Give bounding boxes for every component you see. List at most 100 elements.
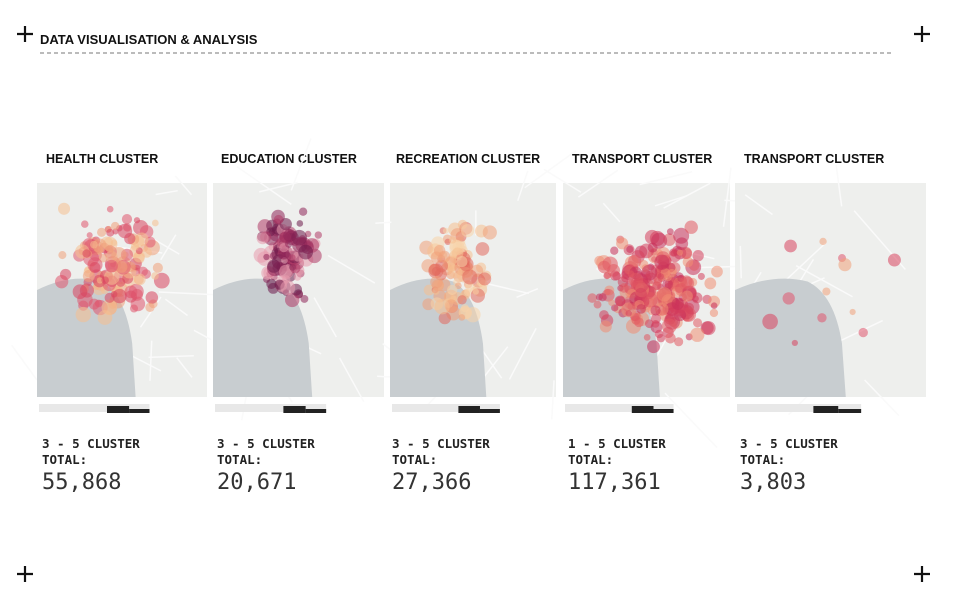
density-dot — [129, 304, 139, 313]
map-road — [739, 245, 742, 279]
density-dot — [665, 332, 676, 344]
panel-title: TRANSPORT CLUSTER — [572, 152, 712, 166]
cluster-range: 3 - 5 CLUSTER — [42, 436, 140, 451]
total-label: TOTAL: — [42, 452, 87, 467]
map-road — [577, 169, 619, 198]
density-dot — [263, 253, 270, 261]
bay — [213, 278, 313, 397]
density-dot — [625, 310, 632, 317]
map-road — [158, 291, 214, 296]
density-dot — [599, 320, 612, 333]
density-dot — [598, 293, 607, 302]
density-dot — [285, 292, 300, 308]
density-dot — [462, 269, 478, 285]
density-dot — [643, 334, 651, 341]
density-dot — [681, 290, 693, 302]
density-dot — [662, 279, 673, 290]
map-road — [744, 194, 773, 216]
density-dot — [300, 295, 309, 303]
density-dot — [858, 327, 868, 338]
legend-bar — [565, 404, 674, 413]
legend-segment — [458, 406, 480, 413]
density-dot — [105, 259, 118, 273]
density-dot — [614, 295, 626, 307]
map-road — [482, 346, 509, 379]
density-dot — [133, 217, 141, 224]
density-dot — [461, 223, 475, 238]
map-road — [338, 357, 365, 403]
density-dot — [634, 317, 644, 328]
density-dot — [101, 276, 109, 284]
density-dot — [634, 287, 647, 300]
density-dot — [475, 242, 490, 256]
map-road — [313, 297, 337, 338]
density-dot — [616, 237, 629, 250]
density-dot — [684, 220, 698, 234]
legend-segment — [813, 406, 839, 413]
density-dot — [791, 339, 798, 347]
map-road — [602, 202, 621, 223]
legend-bar — [737, 404, 862, 413]
density-dot — [697, 272, 705, 280]
density-dot — [654, 254, 670, 270]
map-road — [664, 392, 718, 449]
density-dot — [298, 207, 308, 216]
map-road — [155, 189, 178, 196]
density-dot — [782, 292, 795, 305]
map — [11, 175, 212, 397]
cluster-range: 1 - 5 CLUSTER — [568, 436, 666, 451]
density-dot — [650, 305, 661, 316]
density-dot — [152, 262, 163, 273]
total-value: 20,671 — [217, 470, 296, 495]
cluster-range: 3 - 5 CLUSTER — [740, 436, 838, 451]
density-dot — [478, 272, 492, 286]
density-dot — [627, 270, 635, 278]
density-dot — [641, 264, 658, 281]
density-dot — [636, 304, 646, 314]
density-dot — [456, 256, 468, 268]
density-dot — [434, 299, 450, 315]
map-road — [375, 221, 392, 224]
map — [543, 167, 759, 449]
density-dot — [849, 308, 856, 316]
density-dot — [628, 254, 642, 268]
density-dot — [151, 219, 159, 227]
density-dot — [482, 225, 497, 240]
density-dot — [682, 256, 694, 268]
density-dot — [651, 320, 660, 328]
map-road — [259, 181, 298, 193]
map-road — [139, 296, 162, 328]
density-dot — [676, 249, 683, 256]
density-dot — [121, 214, 133, 225]
density-dot — [96, 277, 104, 284]
density-dot — [82, 249, 91, 258]
cross — [914, 566, 930, 582]
density-dot — [256, 232, 269, 245]
density-dot — [283, 229, 297, 242]
density-dot — [59, 268, 72, 281]
density-dot — [145, 302, 155, 312]
panel-title: EDUCATION CLUSTER — [221, 152, 357, 166]
density-dot — [692, 250, 704, 262]
density-dot — [784, 239, 797, 253]
density-dot — [423, 284, 435, 296]
density-dot — [97, 310, 113, 325]
density-dot — [438, 312, 451, 325]
corner-crosses — [17, 26, 930, 582]
map-road — [864, 379, 900, 417]
total-value: 3,803 — [740, 470, 806, 495]
density-dot — [653, 277, 663, 287]
density-dot — [106, 205, 114, 213]
density-dot — [115, 260, 128, 273]
density-dot — [278, 264, 293, 279]
legend-bar — [215, 404, 327, 413]
total-label: TOTAL: — [740, 452, 785, 467]
panel-title: TRANSPORT CLUSTER — [744, 152, 884, 166]
map-road — [176, 357, 193, 378]
density-dot — [105, 244, 114, 253]
legend-track — [737, 404, 862, 412]
map-road — [835, 164, 843, 207]
density-dot — [134, 232, 149, 247]
density-dot — [58, 202, 71, 215]
